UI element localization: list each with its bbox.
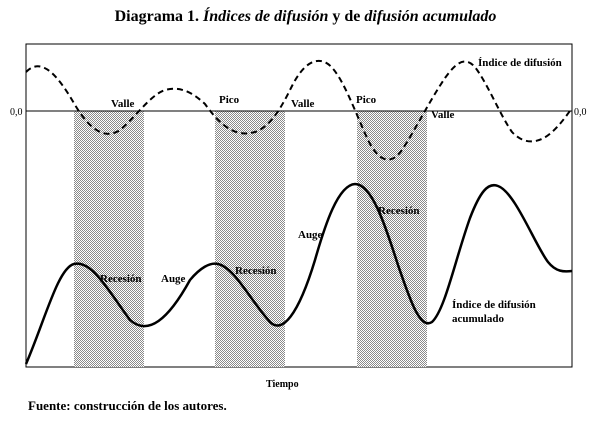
label-auge-2: Auge	[298, 229, 323, 241]
zero-label-left: 0,0	[10, 107, 23, 118]
zero-label-right: 0,0	[574, 107, 587, 118]
recession-band-3	[357, 111, 427, 367]
recession-band-2	[215, 111, 285, 367]
recession-band-1	[74, 111, 144, 367]
cumulative-index-line	[24, 182, 573, 365]
label-pico-2: Pico	[356, 94, 377, 106]
label-indice-difusion: Índice de difusión	[478, 57, 562, 69]
label-recesion-1: Recesión	[100, 273, 142, 285]
x-axis-label: Tiempo	[266, 379, 299, 390]
plot-frame	[25, 43, 573, 368]
label-valle-3: Valle	[431, 109, 455, 121]
label-auge-1: Auge	[161, 273, 186, 285]
label-acumulado-line2: acumulado	[452, 313, 504, 325]
label-acumulado-line1: Índice de difusión	[452, 299, 536, 311]
label-pico-1: Pico	[219, 94, 240, 106]
label-valle-2: Valle	[291, 98, 315, 110]
source-note: Fuente: construcción de los autores.	[28, 398, 227, 413]
label-valle-1: Valle	[111, 98, 135, 110]
label-recesion-2: Recesión	[235, 265, 277, 277]
diffusion-index-line	[25, 59, 573, 161]
diagram-title: Diagrama 1. Índices de difusión y de dif…	[114, 8, 497, 25]
label-recesion-3: Recesión	[378, 205, 420, 217]
